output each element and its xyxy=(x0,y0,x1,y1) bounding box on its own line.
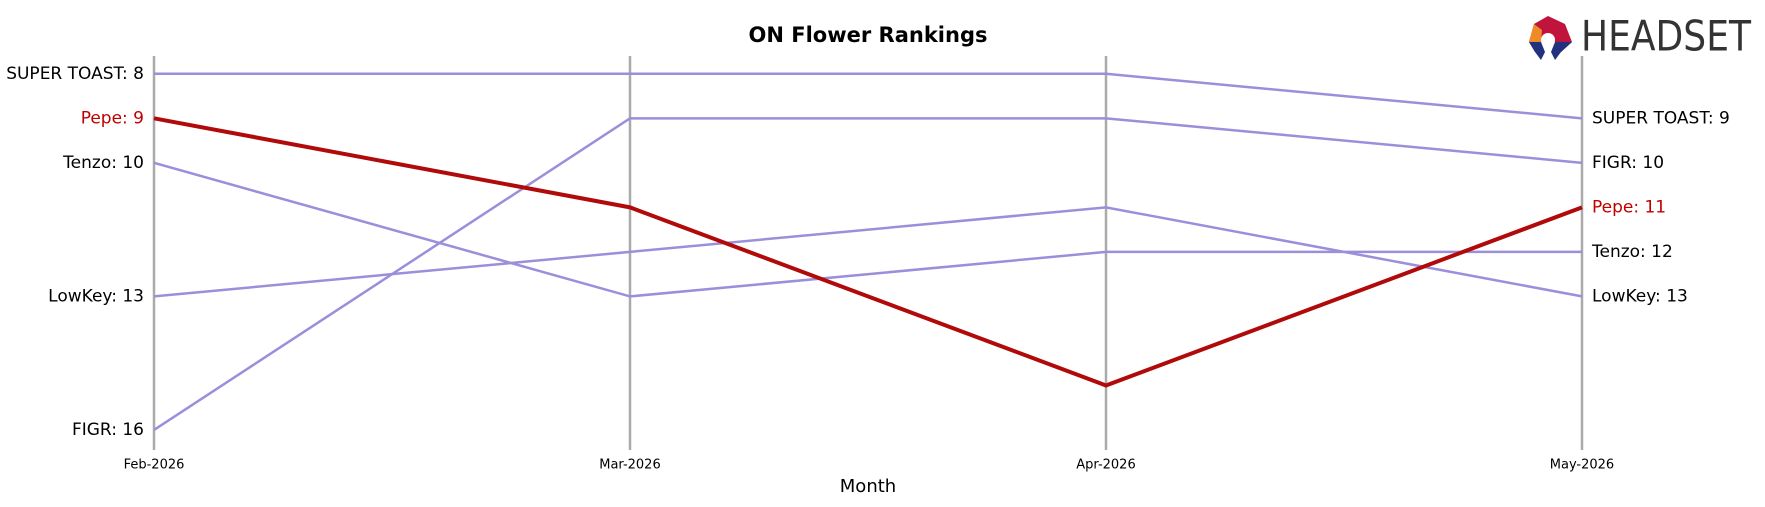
start-label: SUPER TOAST: 8 xyxy=(6,64,144,84)
logo-text: HEADSET xyxy=(1581,12,1751,61)
start-label: Tenzo: 10 xyxy=(62,153,144,173)
series-line xyxy=(154,72,1583,120)
x-tick-label: Feb-2026 xyxy=(124,458,185,473)
series-line xyxy=(153,117,1583,432)
x-tick-label: Mar-2026 xyxy=(599,458,660,473)
x-tick-label: May-2026 xyxy=(1550,458,1614,473)
chart-title: ON Flower Rankings xyxy=(749,23,988,47)
end-label: Tenzo: 12 xyxy=(1591,242,1673,262)
x-tick-label: Apr-2026 xyxy=(1076,458,1135,473)
end-label: SUPER TOAST: 9 xyxy=(1592,108,1730,128)
logo-mark-orange xyxy=(1529,24,1542,42)
end-label: LowKey: 13 xyxy=(1592,286,1688,306)
logo-hole xyxy=(1541,33,1555,47)
start-label: LowKey: 13 xyxy=(48,286,144,306)
start-label: Pepe: 9 xyxy=(81,108,144,128)
logo-mark-left xyxy=(1529,42,1545,60)
end-label: Pepe: 11 xyxy=(1592,197,1666,217)
series-line xyxy=(153,116,1583,388)
x-axis-label: Month xyxy=(840,476,896,497)
end-label: FIGR: 10 xyxy=(1592,153,1664,173)
logo xyxy=(1529,16,1572,60)
logo-mark-right xyxy=(1551,42,1572,60)
start-label: FIGR: 16 xyxy=(72,420,144,440)
